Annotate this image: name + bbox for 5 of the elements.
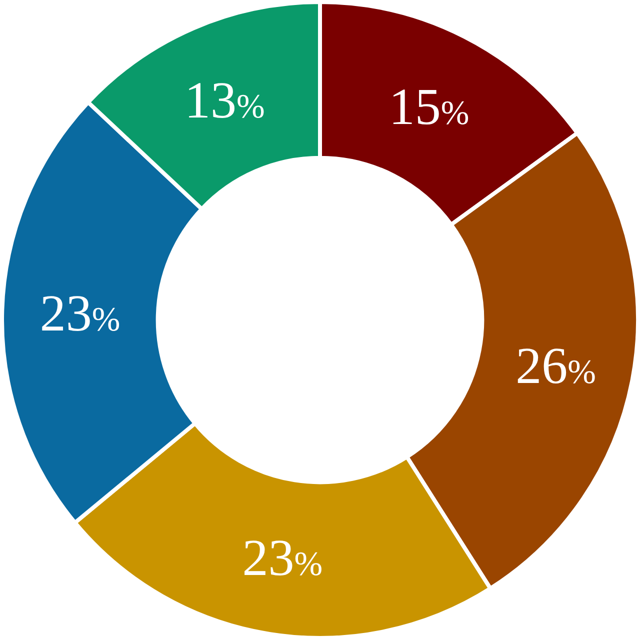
data-label: 13% <box>184 72 265 130</box>
data-label: 26% <box>516 338 596 395</box>
data-label: 23% <box>40 285 120 342</box>
data-label: 23% <box>242 530 323 588</box>
data-label: 15% <box>388 79 470 136</box>
